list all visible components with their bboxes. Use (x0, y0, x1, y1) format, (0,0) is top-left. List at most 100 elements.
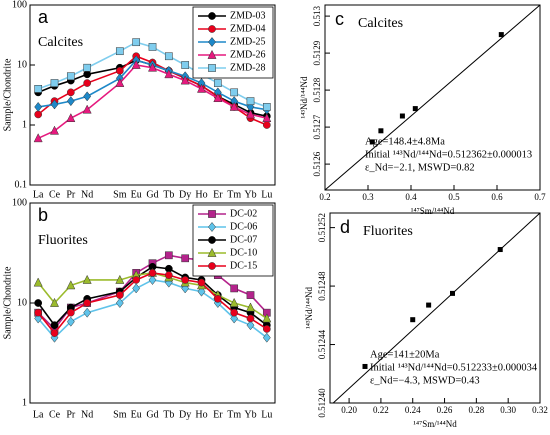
x-tick-label: 0.24 (405, 405, 421, 415)
marker (50, 99, 59, 110)
marker (82, 274, 92, 284)
y-axis-label: ¹⁴³Nd/¹⁴⁴Nd (299, 76, 309, 119)
marker (208, 25, 216, 33)
x-tick-label: Dy (179, 409, 191, 420)
x-tick-label: Ho (195, 409, 207, 420)
marker (230, 313, 239, 324)
annotation: Age=148.4±4.8Ma (365, 136, 445, 147)
point (410, 317, 416, 323)
x-tick-label: 0.3 (362, 192, 374, 202)
marker (49, 297, 60, 307)
series (34, 269, 271, 337)
annotation: Initial ¹⁴³Nd/¹⁴⁴Nd=0.512233±0.000034 (370, 362, 538, 373)
marker (132, 38, 141, 47)
x-tick-label: 0.30 (500, 405, 516, 415)
x-tick-label: Lu (261, 409, 272, 420)
x-tick-label: Ho (195, 189, 207, 200)
marker (229, 101, 239, 111)
y-tick-label: 0.1 (15, 179, 28, 190)
annotation: ε_Nd=−4.3, MSWD=0.43 (370, 375, 480, 386)
x-tick-label: Er (213, 189, 223, 200)
marker (148, 269, 157, 277)
panel-label: d (340, 217, 350, 237)
marker (132, 283, 141, 294)
y-tick-label: 1 (22, 397, 27, 408)
point (369, 139, 375, 145)
marker (245, 109, 256, 119)
marker (66, 316, 75, 327)
marker (50, 329, 59, 337)
point (362, 363, 368, 369)
marker (34, 299, 43, 307)
marker (262, 113, 272, 123)
x-axis-label: ¹⁴⁷Sm/¹⁴⁴Nd (413, 419, 457, 429)
marker (83, 91, 92, 102)
marker (83, 79, 92, 87)
x-axis-label: ¹⁴⁷Sm/¹⁴⁴Nd (411, 206, 455, 216)
x-tick-label: Dy (179, 189, 191, 200)
y-tick-label: 100 (12, 197, 27, 208)
panel-label: c (335, 9, 344, 29)
panel-subtitle: Fluorites (363, 224, 413, 239)
marker (230, 284, 239, 293)
panel-label: b (38, 205, 48, 225)
y-tick-label: 0.5128 (312, 77, 322, 102)
marker (197, 278, 206, 287)
marker (246, 97, 255, 105)
legend-label: ZMD-26 (230, 49, 266, 60)
x-tick-label: 0.5 (448, 192, 460, 202)
marker (66, 72, 75, 81)
marker (66, 280, 76, 290)
marker (83, 307, 92, 318)
y-tick-label: 0.513 (312, 5, 322, 26)
fit-line (324, 4, 541, 191)
legend-label: DC-02 (230, 208, 257, 219)
plot-frame (29, 4, 276, 186)
y-axis-label: Sample/Chondrite (2, 266, 13, 339)
marker (115, 47, 124, 56)
point (399, 113, 405, 119)
marker (245, 302, 256, 312)
x-tick-label: La (33, 409, 44, 420)
point (426, 302, 432, 308)
legend-label: DC-07 (230, 234, 257, 245)
y-tick-label: 1 (22, 119, 27, 130)
marker (164, 69, 174, 79)
marker (208, 262, 216, 270)
marker (164, 271, 173, 279)
marker (181, 276, 190, 284)
x-tick-label: Eu (131, 189, 142, 200)
y-tick-label: 0.51240 (317, 388, 327, 418)
x-tick-label: Yb (244, 409, 256, 420)
x-tick-label: Tb (163, 409, 174, 420)
x-tick-label: Ce (49, 409, 61, 420)
marker (208, 210, 216, 218)
legend-label: ZMD-03 (230, 10, 266, 21)
x-tick-label: Nd (81, 409, 93, 420)
marker (262, 121, 271, 129)
panel-subtitle: Calcites (358, 16, 403, 31)
legend-label: ZMD-04 (230, 23, 266, 34)
y-tick-label: 0.51252 (317, 213, 327, 242)
legend-label: ZMD-25 (230, 36, 266, 47)
x-tick-label: Lu (261, 189, 272, 200)
marker (148, 274, 157, 285)
marker (66, 88, 75, 97)
marker (246, 314, 255, 323)
marker (208, 236, 216, 244)
y-tick-label: 0.5129 (312, 40, 322, 65)
x-tick-label: Eu (131, 409, 142, 420)
annotation: Initial ¹⁴³Nd/¹⁴⁴Nd=0.512362±0.000013 (365, 149, 532, 160)
legend-label: ZMD-28 (230, 62, 266, 73)
marker (66, 96, 75, 107)
fit-line (332, 212, 541, 404)
legend-label: DC-06 (230, 221, 257, 232)
x-tick-label: 0.20 (341, 405, 357, 415)
marker (115, 291, 124, 299)
marker (213, 295, 222, 303)
marker (131, 59, 141, 69)
marker (164, 52, 173, 61)
x-tick-label: Gd (146, 409, 158, 420)
x-tick-label: 0.32 (532, 405, 548, 415)
marker (82, 104, 92, 114)
